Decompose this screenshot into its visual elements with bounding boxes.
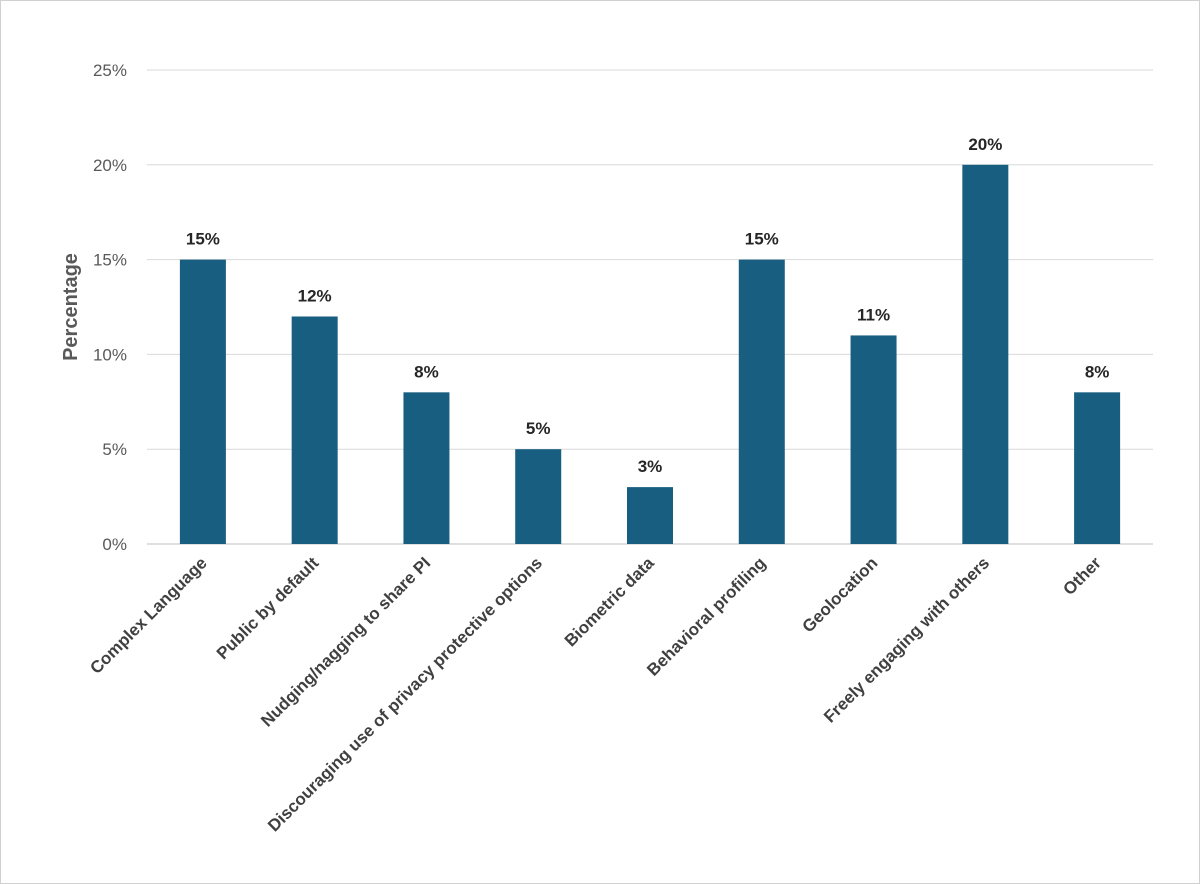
bar [962, 164, 1009, 545]
y-tick-label: 25% [93, 61, 127, 80]
category-label: Geolocation [798, 553, 881, 636]
bars [179, 164, 1121, 545]
bar [1074, 392, 1121, 544]
data-label: 11% [857, 305, 890, 324]
bar [403, 392, 450, 544]
category-label: Complex Language [86, 553, 210, 677]
data-labels: 15% 12% 8% 5% 3% 15% 11% 20% 8% [186, 135, 1110, 476]
data-label: 8% [414, 362, 439, 381]
bar [627, 487, 673, 544]
bar [291, 316, 338, 544]
data-label: 20% [968, 135, 1002, 154]
category-label: Behavioral profiling [643, 553, 769, 679]
y-tick-label: 0% [102, 535, 127, 554]
data-label: 8% [1085, 362, 1110, 381]
category-label: Public by default [213, 553, 323, 663]
y-tick-label: 5% [102, 440, 127, 459]
category-labels: Complex Language Public by defaultNudging… [86, 553, 1105, 835]
y-tick-label: 15% [93, 251, 127, 270]
y-axis-ticks: 0% 5% 10% 15% 20% 25% [93, 61, 127, 554]
data-label: 15% [186, 230, 220, 249]
category-label: Other [1059, 553, 1105, 599]
y-tick-label: 20% [93, 156, 127, 175]
data-label: 3% [638, 457, 663, 476]
category-label: Biometric data [561, 553, 658, 650]
data-label: 12% [298, 286, 332, 305]
y-tick-label: 10% [93, 345, 127, 364]
bar [179, 259, 226, 544]
bar [515, 449, 562, 544]
data-label: 15% [745, 230, 779, 249]
data-label: 5% [526, 419, 551, 438]
bar [738, 259, 785, 544]
bar [850, 335, 897, 544]
y-axis-title: Percentage [60, 253, 82, 361]
